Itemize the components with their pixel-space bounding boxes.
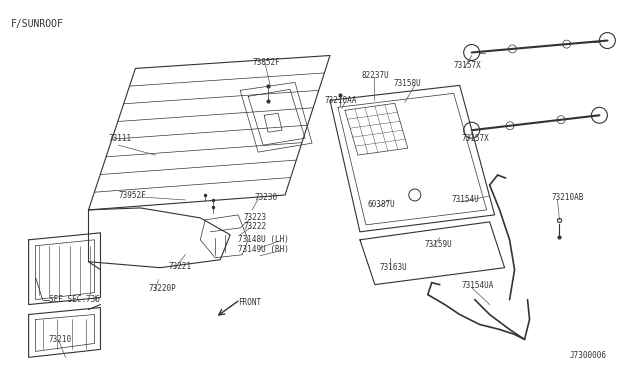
Text: 82237U: 82237U	[362, 71, 390, 80]
Text: 73220P: 73220P	[148, 284, 176, 293]
Text: 73154UA: 73154UA	[461, 281, 494, 290]
Text: 73111: 73111	[108, 134, 132, 143]
Text: 73230: 73230	[254, 193, 277, 202]
Text: 73149U (RH): 73149U (RH)	[238, 245, 289, 254]
Text: 60387U: 60387U	[368, 201, 396, 209]
Text: 73157X: 73157X	[461, 134, 490, 143]
Text: 73158U: 73158U	[394, 79, 422, 88]
Text: F/SUNROOF: F/SUNROOF	[11, 19, 63, 29]
Text: 73157X: 73157X	[454, 61, 481, 70]
Text: SEE SEC.736: SEE SEC.736	[49, 295, 99, 304]
Text: FRONT: FRONT	[238, 298, 261, 307]
Text: 73163U: 73163U	[380, 263, 408, 272]
Text: 73159U: 73159U	[425, 240, 452, 249]
Text: 73210AB: 73210AB	[552, 193, 584, 202]
Text: 73154U: 73154U	[452, 195, 479, 205]
Text: J7300006: J7300006	[570, 351, 607, 360]
Text: 73210AA: 73210AA	[325, 96, 357, 105]
Text: 73952F: 73952F	[118, 192, 146, 201]
Text: 73221: 73221	[168, 262, 191, 271]
Text: 73852F: 73852F	[252, 58, 280, 67]
Text: 73210: 73210	[49, 335, 72, 344]
Text: 73223: 73223	[243, 214, 266, 222]
Text: 73222: 73222	[243, 222, 266, 231]
Text: 73148U (LH): 73148U (LH)	[238, 235, 289, 244]
